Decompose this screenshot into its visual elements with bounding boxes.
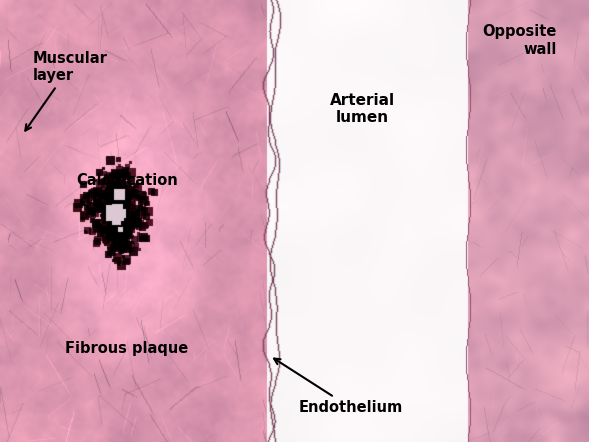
Text: Arterial
lumen: Arterial lumen xyxy=(330,93,395,125)
Text: Muscular
layer: Muscular layer xyxy=(25,51,107,131)
Text: Calcification: Calcification xyxy=(76,173,177,188)
Text: Opposite
wall: Opposite wall xyxy=(482,24,557,57)
Text: Endothelium: Endothelium xyxy=(274,358,402,415)
Text: Fibrous plaque: Fibrous plaque xyxy=(65,341,188,356)
